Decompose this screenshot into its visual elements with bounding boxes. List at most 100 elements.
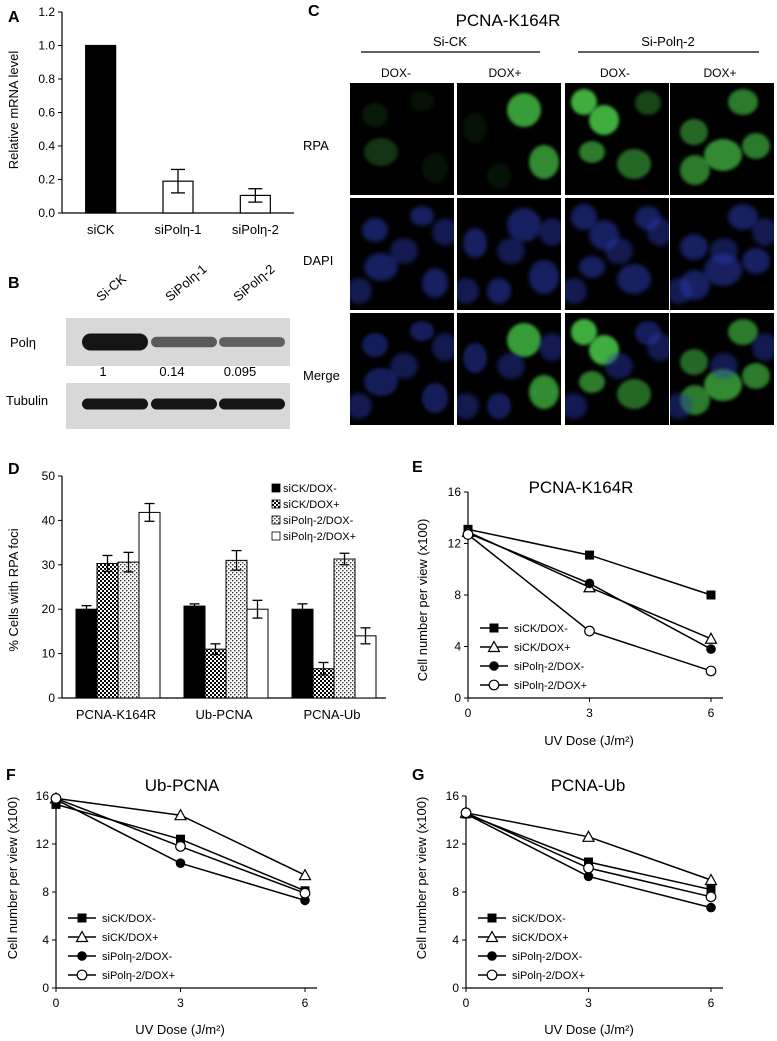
nucleus	[364, 138, 398, 166]
nucleus	[670, 278, 692, 304]
nucleus	[680, 270, 710, 300]
micrograph-tile	[565, 313, 669, 425]
condition-label-1: DOX-	[381, 66, 411, 80]
panel-f-data-point	[173, 808, 188, 821]
micrograph-tile	[670, 313, 774, 425]
panel-g-data-point	[581, 830, 596, 842]
panel-f-data-point	[299, 887, 311, 899]
panel-d-bar	[246, 608, 269, 699]
nucleus	[589, 105, 619, 135]
panel-e: E PCNA-K164R Cell number per view (x100)…	[412, 459, 723, 748]
panel-f-ytick-label: 0	[42, 981, 49, 995]
panel-e-letter: E	[412, 459, 423, 476]
row-label-merge: Merge	[303, 368, 340, 383]
panel-d-bar	[75, 608, 98, 699]
nucleus	[364, 253, 398, 281]
nucleus	[422, 383, 448, 413]
blot-band	[151, 398, 217, 410]
nucleus	[589, 335, 619, 365]
panel-a-ytick-label: 0.4	[38, 139, 55, 153]
panel-a-category-label: siPolη-2	[232, 222, 279, 237]
panel-c-title: PCNA-K164R	[456, 11, 561, 30]
panel-f-ytick-label: 12	[36, 837, 50, 851]
nucleus	[410, 321, 434, 341]
nucleus	[617, 149, 651, 179]
nucleus	[647, 218, 669, 246]
nucleus	[390, 238, 418, 264]
nucleus	[487, 278, 511, 304]
panel-d-ytick-label: 30	[42, 558, 56, 572]
panel-f-xlabel: UV Dose (J/m²)	[135, 1022, 225, 1037]
panel-d-bar	[96, 562, 119, 699]
panel-d-bar	[354, 635, 377, 699]
panel-e-legend-label: siCK/DOX+	[514, 642, 571, 654]
panel-f-legend-marker	[75, 930, 89, 943]
nucleus	[565, 278, 587, 304]
panel-g-legend-marker	[487, 951, 497, 961]
panel-e-title: PCNA-K164R	[529, 478, 634, 497]
panel-f-data-point	[175, 858, 186, 868]
panel-d-bar	[183, 605, 206, 699]
nucleus	[579, 141, 605, 163]
panel-f-legend-label: siCK/DOX-	[102, 913, 156, 925]
panel-e-legend-marker	[489, 623, 499, 633]
micrograph-tile	[670, 83, 774, 195]
panel-f-ytick-label: 16	[36, 789, 50, 803]
panel-b-letter: B	[8, 275, 20, 292]
panel-f-legend-label: siPolη-2/DOX-	[102, 951, 173, 963]
panel-f-xtick-label: 6	[302, 996, 309, 1010]
group-label-sipoleta: Si-Polη-2	[641, 34, 694, 49]
nucleus	[742, 248, 770, 274]
panel-g-ylabel: Cell number per view (x100)	[414, 797, 429, 960]
panel-a-ytick-label: 0.8	[38, 72, 55, 86]
condition-label-2: DOX+	[488, 66, 521, 80]
nucleus	[742, 363, 770, 389]
micrograph-tile	[350, 198, 454, 310]
condition-label-4: DOX+	[703, 66, 736, 80]
panel-e-data-point	[584, 578, 595, 589]
nucleus	[635, 321, 661, 345]
panel-g-ytick-label: 4	[452, 933, 459, 947]
nucleus	[579, 371, 605, 393]
nucleus	[728, 89, 758, 115]
panel-d: D % Cells with RPA foci 0 10 20 30 40 50 PCNA-…	[6, 461, 386, 722]
panel-d-legend-swatch	[271, 531, 281, 541]
panel-g-ytick-label: 8	[452, 885, 459, 899]
blot-band	[219, 398, 285, 410]
panel-e-xtick-label: 0	[465, 706, 472, 720]
panel-d-legend-swatch	[271, 515, 281, 525]
nucleus	[680, 234, 708, 260]
nucleus	[647, 333, 669, 361]
panel-f-data-point	[176, 834, 185, 844]
panel-e-data-point	[704, 632, 718, 644]
panel-g-xtick-label: 3	[585, 996, 592, 1010]
panel-c-letter: C	[308, 3, 320, 20]
panel-c-labels: C PCNA-K164R Si-CK Si-Polη-2 DOX- DOX+ D…	[303, 3, 759, 383]
nucleus	[617, 379, 651, 409]
micrograph-tile	[565, 198, 669, 310]
nucleus	[422, 268, 448, 298]
nucleus	[704, 139, 742, 171]
nucleus	[680, 385, 710, 415]
nucleus	[362, 103, 388, 127]
panel-d-ytick-label: 50	[42, 469, 56, 483]
panel-g-data-point	[460, 807, 472, 819]
nucleus	[497, 238, 525, 264]
blot-quantification: 0.14	[159, 364, 184, 379]
panel-g-ytick-label: 16	[446, 789, 460, 803]
panel-e-ylabel: Cell number per view (x100)	[415, 519, 430, 682]
panel-g-data-point	[584, 857, 593, 867]
nucleus	[350, 393, 372, 419]
nucleus	[752, 333, 774, 361]
panel-d-ylabel: % Cells with RPA foci	[6, 528, 21, 651]
panel-d-bar	[333, 558, 356, 699]
nucleus	[422, 153, 448, 183]
nucleus	[728, 204, 758, 230]
panel-d-letter: D	[8, 461, 20, 478]
nucleus	[487, 163, 511, 189]
blot-row-label-poleta: Polη	[10, 335, 36, 350]
panel-e-data-point	[584, 625, 595, 637]
panel-g-letter: G	[412, 767, 424, 784]
panel-f-title: Ub-PCNA	[145, 776, 220, 795]
nucleus	[529, 145, 559, 179]
